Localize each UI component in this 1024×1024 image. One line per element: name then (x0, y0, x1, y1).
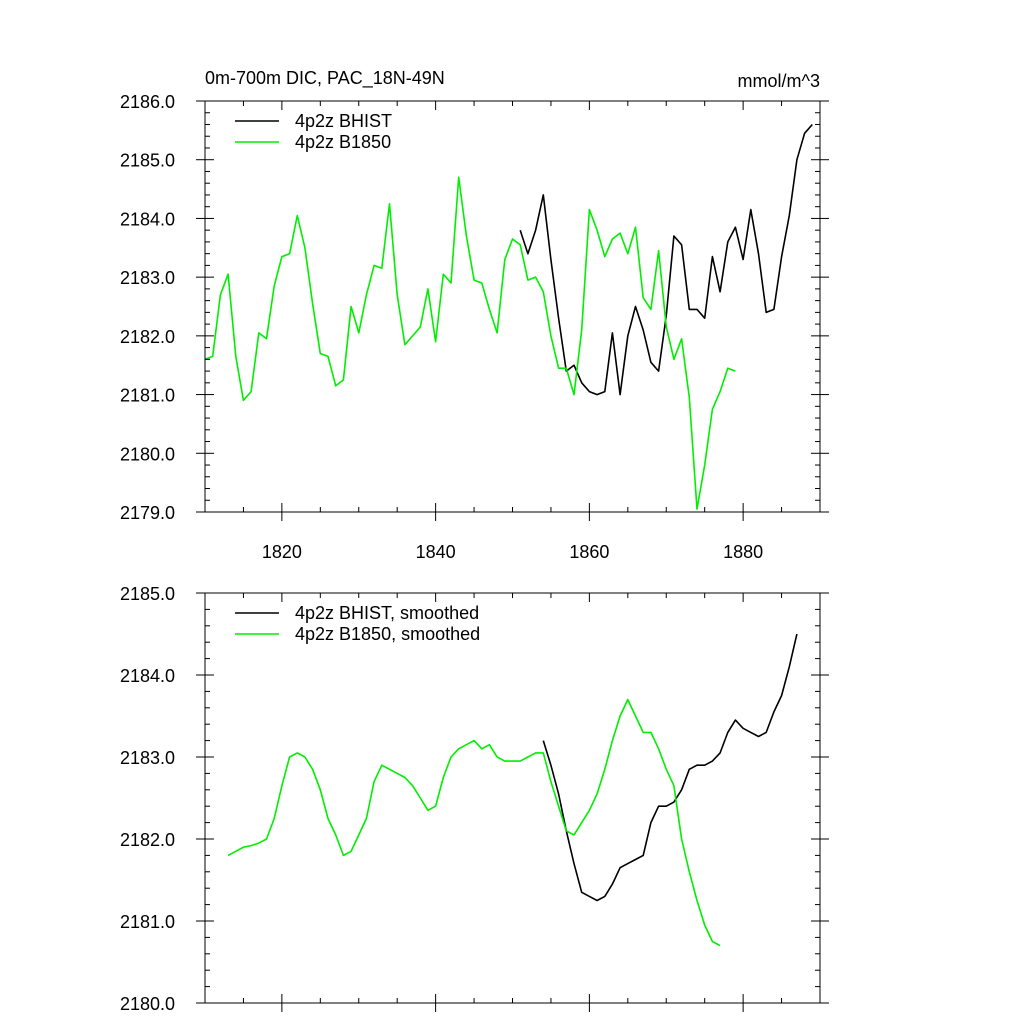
top-chart-units: mmol/m^3 (738, 71, 820, 91)
bottom-y-tick-label: 2181.0 (120, 912, 175, 932)
top-x-tick-label: 1820 (262, 542, 302, 562)
bottom-y-tick-label: 2183.0 (120, 748, 175, 768)
top-y-tick-label: 2179.0 (120, 503, 175, 523)
top-chart-panel: 0m-700m DIC, PAC_18N-49N mmol/m^3 1820 18… (120, 68, 829, 562)
top-x-tick-label: 1860 (569, 542, 609, 562)
top-legend-label: 4p2z B1850 (295, 132, 391, 152)
bottom-y-tick-label: 2185.0 (120, 584, 175, 604)
bottom-series-line-2 (227, 698, 721, 947)
bottom-y-tick-label: 2182.0 (120, 830, 175, 850)
bottom-y-tick-label: 2184.0 (120, 666, 175, 686)
top-y-tick-label: 2185.0 (120, 151, 175, 171)
bottom-y-tick-label: 2180.0 (120, 994, 175, 1014)
top-x-tick-label: 1880 (723, 542, 763, 562)
bottom-chart-panel: 2180.0 2181.0 2182.0 2183.0 2184.0 2185.0 4p2… (120, 584, 829, 1014)
top-y-tick-label: 2182.0 (120, 327, 175, 347)
top-series-line-1 (519, 123, 813, 396)
top-y-tick-label: 2181.0 (120, 386, 175, 406)
top-y-tick-label: 2180.0 (120, 444, 175, 464)
bottom-legend-label: 4p2z B1850, smoothed (295, 624, 480, 644)
top-y-tick-label: 2183.0 (120, 268, 175, 288)
bottom-series-line-1 (542, 633, 798, 902)
top-legend-label: 4p2z BHIST (295, 111, 392, 131)
bottom-plot-frame (204, 592, 821, 1004)
top-chart-title: 0m-700m DIC, PAC_18N-49N (205, 68, 445, 89)
top-plot-frame (204, 100, 821, 513)
bottom-legend-label: 4p2z BHIST, smoothed (295, 603, 479, 623)
top-series-line-2 (204, 176, 736, 510)
top-x-tick-label: 1840 (416, 542, 456, 562)
top-y-tick-label: 2186.0 (120, 92, 175, 112)
top-y-tick-label: 2184.0 (120, 209, 175, 229)
